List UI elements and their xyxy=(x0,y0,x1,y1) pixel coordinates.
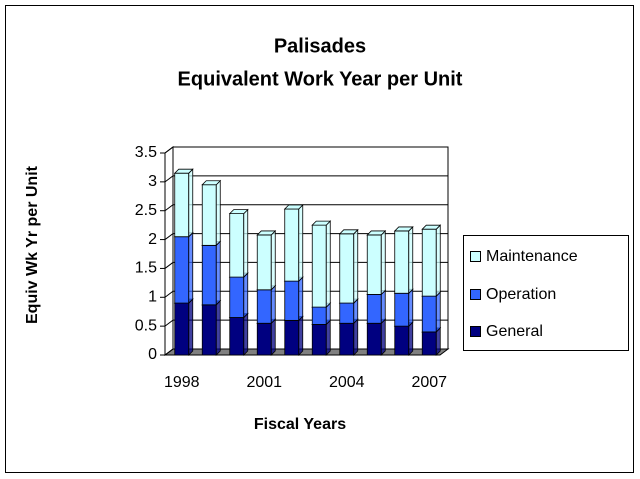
bar-side xyxy=(215,299,221,356)
bar-segment xyxy=(311,224,327,308)
bar-segment xyxy=(421,228,437,297)
bar-side xyxy=(408,321,414,356)
bar-side xyxy=(353,318,359,356)
side-wall xyxy=(164,146,174,356)
grid-line xyxy=(164,204,448,212)
y-tick-label: 1 xyxy=(148,289,157,306)
bar-top xyxy=(283,204,304,210)
bar-top xyxy=(393,226,414,232)
chart-title: Palisades xyxy=(274,35,366,57)
bar-side xyxy=(243,208,249,279)
bar-side xyxy=(298,315,304,356)
bar-segment xyxy=(366,234,382,295)
bar-side xyxy=(270,229,276,291)
bar-segment xyxy=(311,324,327,356)
bar-segment xyxy=(366,322,382,356)
bar-top xyxy=(366,230,387,236)
x-tick-label: 2004 xyxy=(329,374,365,391)
bar-top xyxy=(173,168,194,174)
bar-segment xyxy=(174,302,190,356)
bar-side xyxy=(298,204,304,283)
bar-segment xyxy=(256,234,272,291)
legend-swatch xyxy=(470,251,481,262)
bar-side xyxy=(435,224,441,298)
bar-top xyxy=(256,230,277,236)
chart-subtitle: Equivalent Work Year per Unit xyxy=(178,68,463,90)
bar-segment xyxy=(284,280,300,321)
bar-segment xyxy=(256,322,272,356)
bar-side xyxy=(408,288,414,328)
bar-side xyxy=(353,228,359,305)
grid-line xyxy=(164,146,448,154)
bar-segment xyxy=(229,317,245,356)
bar-top xyxy=(311,220,332,226)
bar-side xyxy=(270,318,276,356)
bar-side xyxy=(435,291,441,333)
bar-segment xyxy=(339,322,355,356)
bar-segment xyxy=(339,233,355,304)
bar-side xyxy=(215,179,221,247)
legend-label: General xyxy=(486,323,543,340)
y-tick-label: 0 xyxy=(148,346,157,363)
bar-side xyxy=(243,272,249,319)
bar-side xyxy=(215,240,221,306)
bar-side xyxy=(435,326,441,356)
legend-label: Operation xyxy=(486,286,556,303)
y-tick-label: 1.5 xyxy=(135,260,157,277)
y-tick-label: 2.5 xyxy=(135,202,157,219)
y-tick-label: 0.5 xyxy=(135,317,157,334)
bar-segment xyxy=(284,208,300,282)
bar-segment xyxy=(174,172,190,238)
bar-top xyxy=(421,224,442,230)
bar-side xyxy=(408,225,414,295)
bar-side xyxy=(380,318,386,356)
legend-label: Maintenance xyxy=(486,248,578,265)
bar-segment xyxy=(339,302,355,324)
x-tick-label: 2007 xyxy=(411,374,447,391)
x-tick-label: 2001 xyxy=(246,374,282,391)
bar-top xyxy=(228,209,249,215)
x-tick-label: 1998 xyxy=(164,374,200,391)
y-tick-label: 3 xyxy=(148,173,157,190)
bar-side xyxy=(380,289,386,325)
y-tick-label: 3.5 xyxy=(135,144,157,161)
bar-side xyxy=(270,284,276,325)
legend-swatch xyxy=(470,326,481,337)
bar-top xyxy=(201,180,222,186)
bar-side xyxy=(380,229,386,296)
bar-segment xyxy=(229,276,245,318)
grid-line xyxy=(164,175,448,183)
bar-segment xyxy=(366,293,382,324)
bar-segment xyxy=(394,325,410,356)
bar-segment xyxy=(201,184,217,246)
legend-box xyxy=(463,235,629,351)
bar-segment xyxy=(311,306,327,325)
bar-side xyxy=(188,168,194,238)
bar-side xyxy=(243,312,249,356)
legend-swatch xyxy=(470,289,481,300)
bar-side xyxy=(298,276,304,322)
y-axis-title: Equiv Wk Yr per Unit xyxy=(24,166,41,324)
x-axis-title: Fiscal Years xyxy=(254,416,346,433)
y-tick-label: 2 xyxy=(148,231,157,248)
bar-side xyxy=(325,220,331,309)
bar-side xyxy=(188,298,194,356)
bar-segment xyxy=(201,244,217,306)
bar-side xyxy=(325,319,331,356)
bar-segment xyxy=(284,319,300,356)
bar-segment xyxy=(394,230,410,294)
bar-segment xyxy=(421,295,437,333)
bar-segment xyxy=(201,304,217,356)
bar-segment xyxy=(174,236,190,304)
bar-segment xyxy=(421,331,437,356)
bar-segment xyxy=(229,213,245,278)
bar-side xyxy=(188,231,194,305)
bar-segment xyxy=(394,292,410,327)
bar-segment xyxy=(256,289,272,324)
bar-top xyxy=(338,229,359,235)
